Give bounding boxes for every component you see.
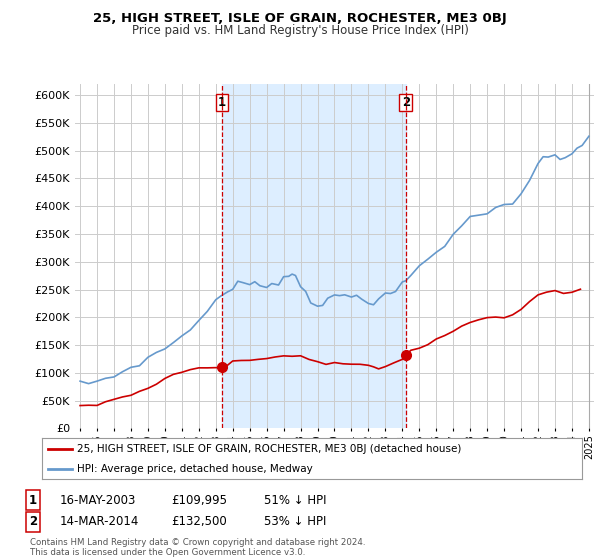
Bar [222, 84, 406, 428]
Text: 51% ↓ HPI: 51% ↓ HPI [264, 493, 326, 507]
Text: 1: 1 [218, 96, 226, 109]
Text: 53% ↓ HPI: 53% ↓ HPI [264, 515, 326, 529]
Text: 2: 2 [402, 96, 410, 109]
Text: 25, HIGH STREET, ISLE OF GRAIN, ROCHESTER, ME3 0BJ: 25, HIGH STREET, ISLE OF GRAIN, ROCHESTE… [93, 12, 507, 25]
Text: Contains HM Land Registry data © Crown copyright and database right 2024.
This d: Contains HM Land Registry data © Crown c… [30, 538, 365, 557]
Text: HPI: Average price, detached house, Medway: HPI: Average price, detached house, Medw… [77, 464, 313, 474]
Text: 14-MAR-2014: 14-MAR-2014 [60, 515, 139, 529]
Text: £109,995: £109,995 [171, 493, 227, 507]
Text: £132,500: £132,500 [171, 515, 227, 529]
Text: 1: 1 [29, 493, 37, 507]
Text: 16-MAY-2003: 16-MAY-2003 [60, 493, 136, 507]
Text: 25, HIGH STREET, ISLE OF GRAIN, ROCHESTER, ME3 0BJ (detached house): 25, HIGH STREET, ISLE OF GRAIN, ROCHESTE… [77, 445, 461, 454]
Text: Price paid vs. HM Land Registry's House Price Index (HPI): Price paid vs. HM Land Registry's House … [131, 24, 469, 36]
Text: 2: 2 [29, 515, 37, 529]
